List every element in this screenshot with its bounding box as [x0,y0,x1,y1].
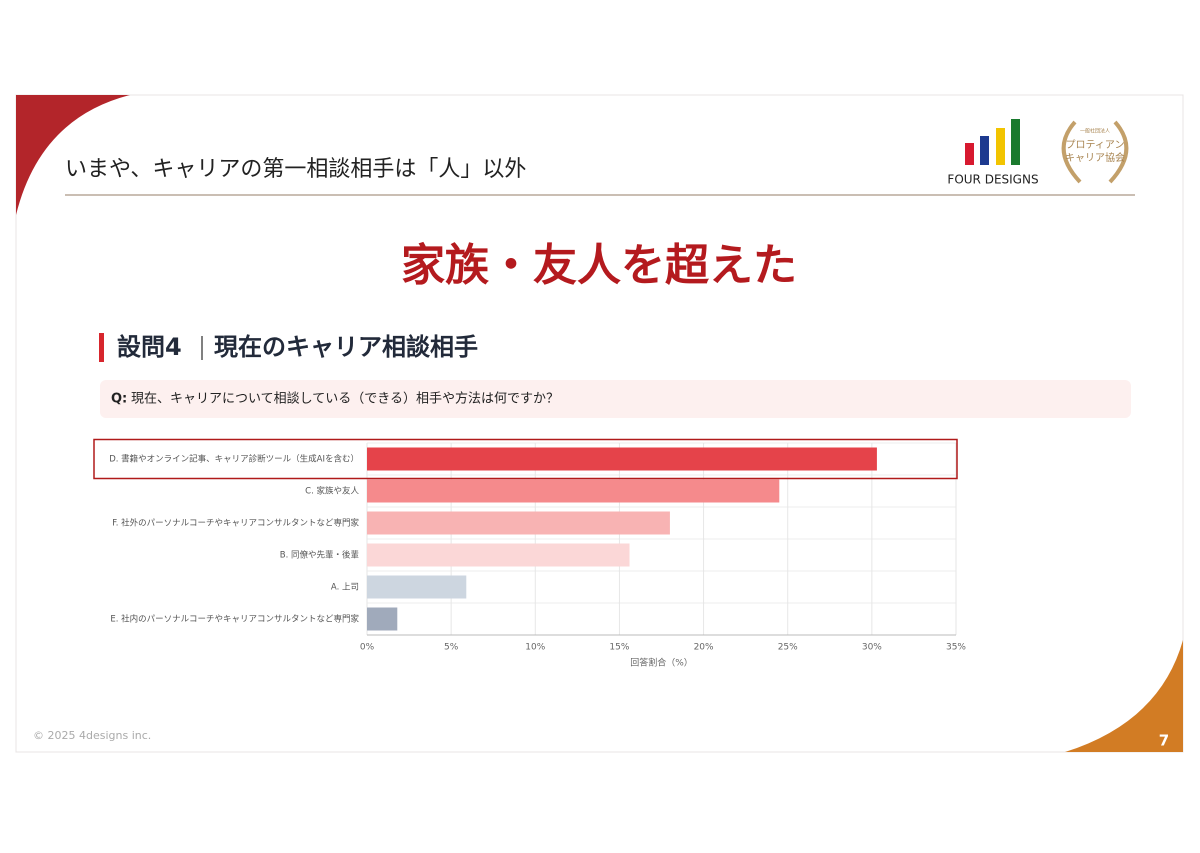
badge-text: キャリア協会 [1065,151,1125,164]
x-tick-label: 25% [778,643,798,653]
x-tick-label: 15% [609,643,629,653]
corner-swoop [16,95,130,215]
bar [367,479,780,503]
bar [367,575,467,599]
logo-text: FOUR DESIGNS [947,173,1038,187]
slide-frame [15,94,1184,753]
y-tick-label: A. 上司 [331,583,359,593]
x-tick-label: 5% [444,643,459,653]
y-tick-label: E. 社内のパーソナルコーチやキャリアコンサルタントなど専門家 [110,614,359,625]
x-axis-label: 回答割合（%） [630,657,693,669]
y-tick-label: B. 同僚や先輩・後輩 [280,550,359,561]
section-number: 設問4 [117,333,182,361]
question-prefix: Q: [111,392,127,407]
x-tick-label: 0% [360,643,375,653]
x-tick-label: 10% [525,643,545,653]
section-title: 現在のキャリア相談相手 [214,333,478,361]
copyright: © 2025 4designs inc. [33,729,151,742]
question-text: 現在、キャリアについて相談している（できる）相手や方法は何ですか？ [131,391,559,407]
bar [367,511,670,535]
highlight-box [93,438,958,480]
badge-laurel [1061,120,1129,184]
badge-text: 一般社団法人 [1080,128,1110,135]
x-tick-label: 35% [946,643,966,653]
chart: 0% 5% 10% 15% 20% 25% 30% 35% 回答割合（%） D. 書籍やオンライン… [93,438,966,669]
corner-swoop [1065,640,1183,752]
y-tick-label: F. 社外のパーソナルコーチやキャリアコンサルタントなど専門家 [112,518,359,529]
header-title: いまや、キャリアの第一相談相手は「人」以外 [65,157,526,182]
logo-bars [965,119,1020,165]
section-marker [99,333,104,362]
badge-text: プロティアン [1066,139,1125,151]
x-tick-label: 30% [862,643,882,653]
y-tick-label: C. 家族や友人 [305,486,359,497]
bar [367,607,398,631]
bar [367,447,877,471]
question-box [100,380,1131,418]
bar [367,543,630,567]
y-tick-label: D. 書籍やオンライン記事、キャリア診断ツール（生成AIを含む） [109,454,359,465]
page-number: 7 [1159,732,1169,750]
headline: 家族・友人を超えた [401,240,797,291]
x-tick-label: 20% [694,643,714,653]
